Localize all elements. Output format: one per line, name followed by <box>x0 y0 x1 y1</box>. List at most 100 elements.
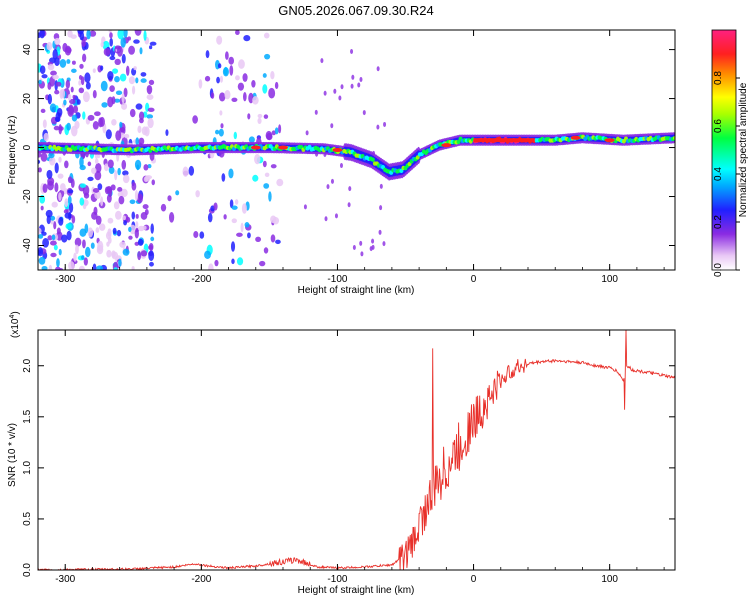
spectrogram-cell <box>47 235 53 241</box>
x-tick-label: 0 <box>471 574 477 585</box>
spectrogram-cell <box>76 99 81 105</box>
spectrogram-cell <box>85 81 91 90</box>
spectrogram-cell <box>359 240 363 246</box>
spectrogram-cell <box>167 195 172 202</box>
spectrogram-cell <box>219 110 223 116</box>
bottom-y-axis: 0.0 0.5 1.0 1.5 2.0 <box>22 358 675 577</box>
spectrogram-cell <box>58 156 62 163</box>
spectrogram-cell <box>231 218 237 224</box>
spectrogram-cell <box>122 215 126 221</box>
spectrogram-cell <box>106 194 112 203</box>
spectrogram-cell <box>140 250 148 257</box>
colorbar-tick-label: 0.6 <box>713 119 724 133</box>
spectrogram-cell <box>218 128 224 137</box>
spectrogram-cell <box>84 72 91 83</box>
y-tick-label: 2.0 <box>22 358 33 372</box>
spectrogram-cell <box>247 113 251 120</box>
spectrogram-cell <box>332 148 343 152</box>
spectrogram-cell <box>99 116 105 127</box>
spectrogram-cell <box>263 183 270 189</box>
spectrogram-cell <box>231 205 238 210</box>
spectrogram-cell <box>60 88 66 99</box>
spectrogram-cell <box>237 82 245 91</box>
spectrogram-cell <box>39 65 46 75</box>
spectrogram-cell <box>87 161 92 167</box>
spectrogram-cell <box>85 246 91 258</box>
spectrogram-cell <box>263 247 269 254</box>
y-tick-label: 0.5 <box>22 512 33 526</box>
spectrogram-cell <box>240 222 244 233</box>
spectrogram-cell <box>250 145 261 150</box>
spectrogram-cell <box>348 186 352 192</box>
spectrogram-cell <box>270 164 277 169</box>
spectrogram-cell <box>114 210 122 220</box>
spectrogram-cell <box>97 183 103 191</box>
spectrogram-cell <box>95 227 100 234</box>
spectrogram-cell <box>49 156 56 166</box>
spectrogram-cell <box>103 47 111 56</box>
spectrogram-cell <box>204 250 211 259</box>
spectrogram-cell <box>56 258 60 268</box>
spectrogram-cell <box>98 223 106 231</box>
spectrogram-cell <box>64 198 69 207</box>
x-tick-label: -300 <box>55 574 75 585</box>
spectrogram-cell <box>251 79 256 88</box>
spectrogram-cell <box>107 159 114 169</box>
spectrogram-cell <box>334 213 338 219</box>
spectrogram-cell <box>89 30 97 37</box>
spectrogram-cell <box>143 30 147 41</box>
spectrogram-cell <box>64 212 72 219</box>
spectrogram-cell <box>362 110 366 116</box>
spectrogram-cell <box>276 178 284 187</box>
spectrogram-cell <box>100 41 104 48</box>
spectrogram-cell <box>112 68 119 74</box>
spectrogram-cell <box>94 170 102 181</box>
y-multiplier-exponent: 4 <box>9 315 16 319</box>
spectrogram-cell <box>150 223 154 234</box>
spectrogram-cell <box>79 156 84 168</box>
spectrogram-cell <box>91 167 97 175</box>
spectrogram-cell <box>55 81 62 87</box>
spectrogram-cell <box>252 96 259 105</box>
spectrogram-cell <box>235 75 240 81</box>
spectrogram-cell <box>78 265 85 270</box>
snr-series-line <box>38 330 675 570</box>
spectrogram-cell <box>235 30 240 36</box>
x-tick-label: 100 <box>601 574 618 585</box>
spectrogram-cell <box>274 81 279 90</box>
spectrogram-cell <box>58 124 63 135</box>
y-multiplier: (x104) <box>9 311 21 338</box>
spectrogram-cell <box>118 195 125 205</box>
spectrogram-cell <box>54 266 61 270</box>
spectrogram-cell <box>53 125 60 131</box>
spectrogram-cell <box>148 79 155 86</box>
y-tick-label: 0 <box>22 144 33 150</box>
spectrogram-cell <box>115 130 122 141</box>
spectrogram-cell <box>51 201 58 208</box>
spectrogram-cell <box>238 59 245 69</box>
y-tick-label: 1.0 <box>22 460 33 474</box>
spectrogram-cell <box>106 241 110 247</box>
spectrogram-cell <box>234 199 239 205</box>
spectrogram-cell <box>62 42 68 52</box>
spectrogram-cell <box>274 127 279 135</box>
spectrogram-cell <box>111 118 117 126</box>
x-tick-label: -100 <box>327 574 347 585</box>
spectrogram-cell <box>248 136 255 144</box>
spectrogram-cell <box>324 216 328 222</box>
spectrogram-cell <box>330 178 334 184</box>
spectrogram-cell <box>347 202 351 208</box>
spectrogram-cell <box>43 132 49 142</box>
spectrogram-cell <box>270 71 275 80</box>
spectrogram-cell <box>53 244 58 251</box>
spectrogram-cell <box>107 70 114 81</box>
x-tick-label: -200 <box>191 274 211 285</box>
spectrogram-cell <box>90 242 95 249</box>
spectrogram-cell <box>121 159 127 170</box>
spectrogram-cell <box>87 176 94 182</box>
spectrogram-cell <box>215 129 220 135</box>
spectrogram-cell <box>456 139 461 145</box>
spectrogram-cell <box>115 90 123 95</box>
spectrogram-cell <box>49 215 56 221</box>
